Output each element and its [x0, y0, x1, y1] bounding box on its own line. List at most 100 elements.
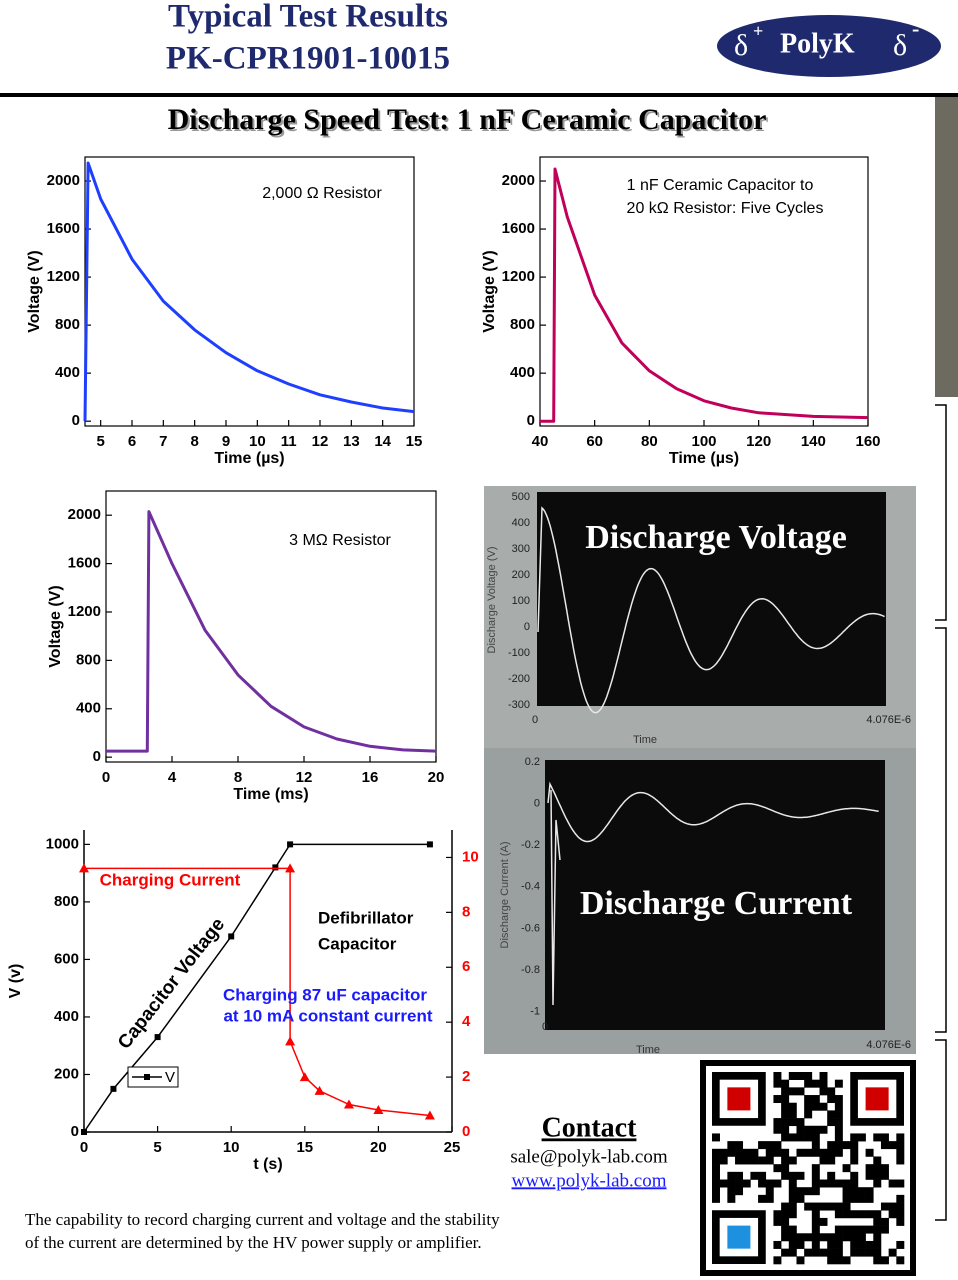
- logo-delta: δ: [734, 29, 748, 62]
- qr-cell: [735, 1171, 744, 1180]
- qr-cell: [811, 1095, 820, 1104]
- contact-website[interactable]: www.polyk-lab.com: [512, 1170, 667, 1191]
- qr-cell: [873, 1210, 882, 1219]
- qr-cell: [896, 1217, 905, 1226]
- qr-cell: [781, 1118, 790, 1127]
- qr-cell: [842, 1225, 851, 1234]
- qr-cell: [781, 1217, 790, 1226]
- series-line: [84, 867, 430, 1117]
- x-tick-label: 8: [234, 769, 242, 786]
- logo-delta: δ: [893, 29, 907, 62]
- qr-cell: [796, 1125, 805, 1134]
- y2-tick-label: 2: [462, 1068, 470, 1085]
- qr-code: [700, 1060, 916, 1276]
- qr-cell: [811, 1133, 820, 1142]
- qr-cell: [781, 1171, 790, 1180]
- qr-cell: [719, 1179, 728, 1188]
- qr-cell: [819, 1202, 828, 1211]
- qr-cell: [842, 1202, 851, 1211]
- qr-cell: [796, 1118, 805, 1127]
- annotation: Capacitor: [318, 934, 397, 953]
- qr-cell: [712, 1171, 720, 1180]
- qr-cell: [873, 1240, 882, 1249]
- x-tick-label: 12: [296, 769, 313, 786]
- qr-cell: [827, 1156, 836, 1165]
- footer-line: The capability to record charging curren…: [25, 1210, 500, 1229]
- qr-cell: [796, 1187, 805, 1196]
- qr-cell: [888, 1141, 897, 1150]
- qr-cell: [735, 1156, 744, 1165]
- edge-photo: [935, 97, 958, 397]
- qr-cell: [880, 1256, 889, 1265]
- qr-cell: [834, 1210, 843, 1219]
- scope-y-tick: 200: [512, 569, 530, 581]
- x-axis-label: Time (µs): [669, 450, 739, 467]
- qr-cell: [735, 1187, 744, 1196]
- y-tick-label: 600: [54, 950, 79, 967]
- logo-name: PolyK: [780, 28, 855, 59]
- qr-cell: [796, 1233, 805, 1242]
- qr-cell: [788, 1248, 797, 1257]
- qr-cell: [773, 1141, 782, 1150]
- point-marker: [285, 1036, 296, 1046]
- qr-cell: [788, 1233, 797, 1242]
- x-tick-label: 40: [532, 433, 549, 450]
- qr-cell: [834, 1148, 843, 1157]
- x-tick-label: 20: [428, 769, 445, 786]
- x-tick-label: 14: [374, 433, 391, 450]
- qr-cell: [788, 1171, 797, 1180]
- qr-cell: [811, 1148, 820, 1157]
- x-tick-label: 5: [153, 1139, 161, 1156]
- qr-cell: [773, 1118, 782, 1127]
- scope-y-tick: -0.8: [521, 964, 540, 976]
- section-title: Discharge Speed Test: 1 nF Ceramic Capac…: [168, 103, 767, 136]
- contact-email[interactable]: sale@polyk-lab.com: [510, 1146, 668, 1167]
- x-tick-label: 20: [370, 1139, 387, 1156]
- scope-y-tick: 300: [512, 543, 530, 555]
- qr-cell: [773, 1095, 782, 1104]
- qr-cell: [811, 1233, 820, 1242]
- qr-cell: [804, 1110, 813, 1119]
- qr-cell: [827, 1202, 836, 1211]
- qr-cell: [819, 1179, 828, 1188]
- qr-cell: [804, 1148, 813, 1157]
- qr-cell: [804, 1233, 813, 1242]
- qr-cell: [804, 1079, 813, 1088]
- qr-cell: [850, 1194, 859, 1203]
- x-axis-label: Time (µs): [214, 450, 284, 467]
- qr-cell: [896, 1202, 905, 1211]
- scope-y-tick: -200: [508, 673, 530, 685]
- point-marker: [299, 1072, 310, 1082]
- qr-cell: [781, 1095, 790, 1104]
- qr-cell: [781, 1102, 790, 1111]
- scope-x-tick: 4.076E-6: [866, 1039, 911, 1051]
- qr-cell: [842, 1233, 851, 1242]
- qr-cell: [873, 1233, 882, 1242]
- qr-cell: [834, 1240, 843, 1249]
- qr-cell: [719, 1148, 728, 1157]
- qr-cell: [750, 1171, 759, 1180]
- y-tick-label: 1200: [47, 268, 80, 285]
- qr-cell: [735, 1141, 744, 1150]
- qr-cell: [834, 1225, 843, 1234]
- plot-frame: [84, 156, 415, 427]
- annotation: 20 kΩ Resistor: Five Cycles: [627, 200, 824, 217]
- annotation: 2,000 Ω Resistor: [262, 185, 382, 202]
- point-marker: [154, 1034, 161, 1041]
- y-axis-label: Voltage (V): [26, 250, 43, 332]
- qr-cell: [735, 1148, 744, 1157]
- qr-cell: [834, 1233, 843, 1242]
- qr-cell: [850, 1179, 859, 1188]
- section-title-shadow: Discharge Speed Test: 1 nF Ceramic Capac…: [170, 105, 769, 138]
- qr-cell: [865, 1171, 874, 1180]
- qr-cell: [742, 1156, 751, 1165]
- qr-cell: [834, 1125, 843, 1134]
- qr-cell: [788, 1210, 797, 1219]
- scope-y-tick: -0.2: [521, 839, 540, 851]
- qr-cell: [788, 1133, 797, 1142]
- scope-y-tick: 0: [534, 798, 540, 810]
- qr-cell: [750, 1156, 759, 1165]
- qr-cell: [796, 1171, 805, 1180]
- qr-cell: [827, 1095, 836, 1104]
